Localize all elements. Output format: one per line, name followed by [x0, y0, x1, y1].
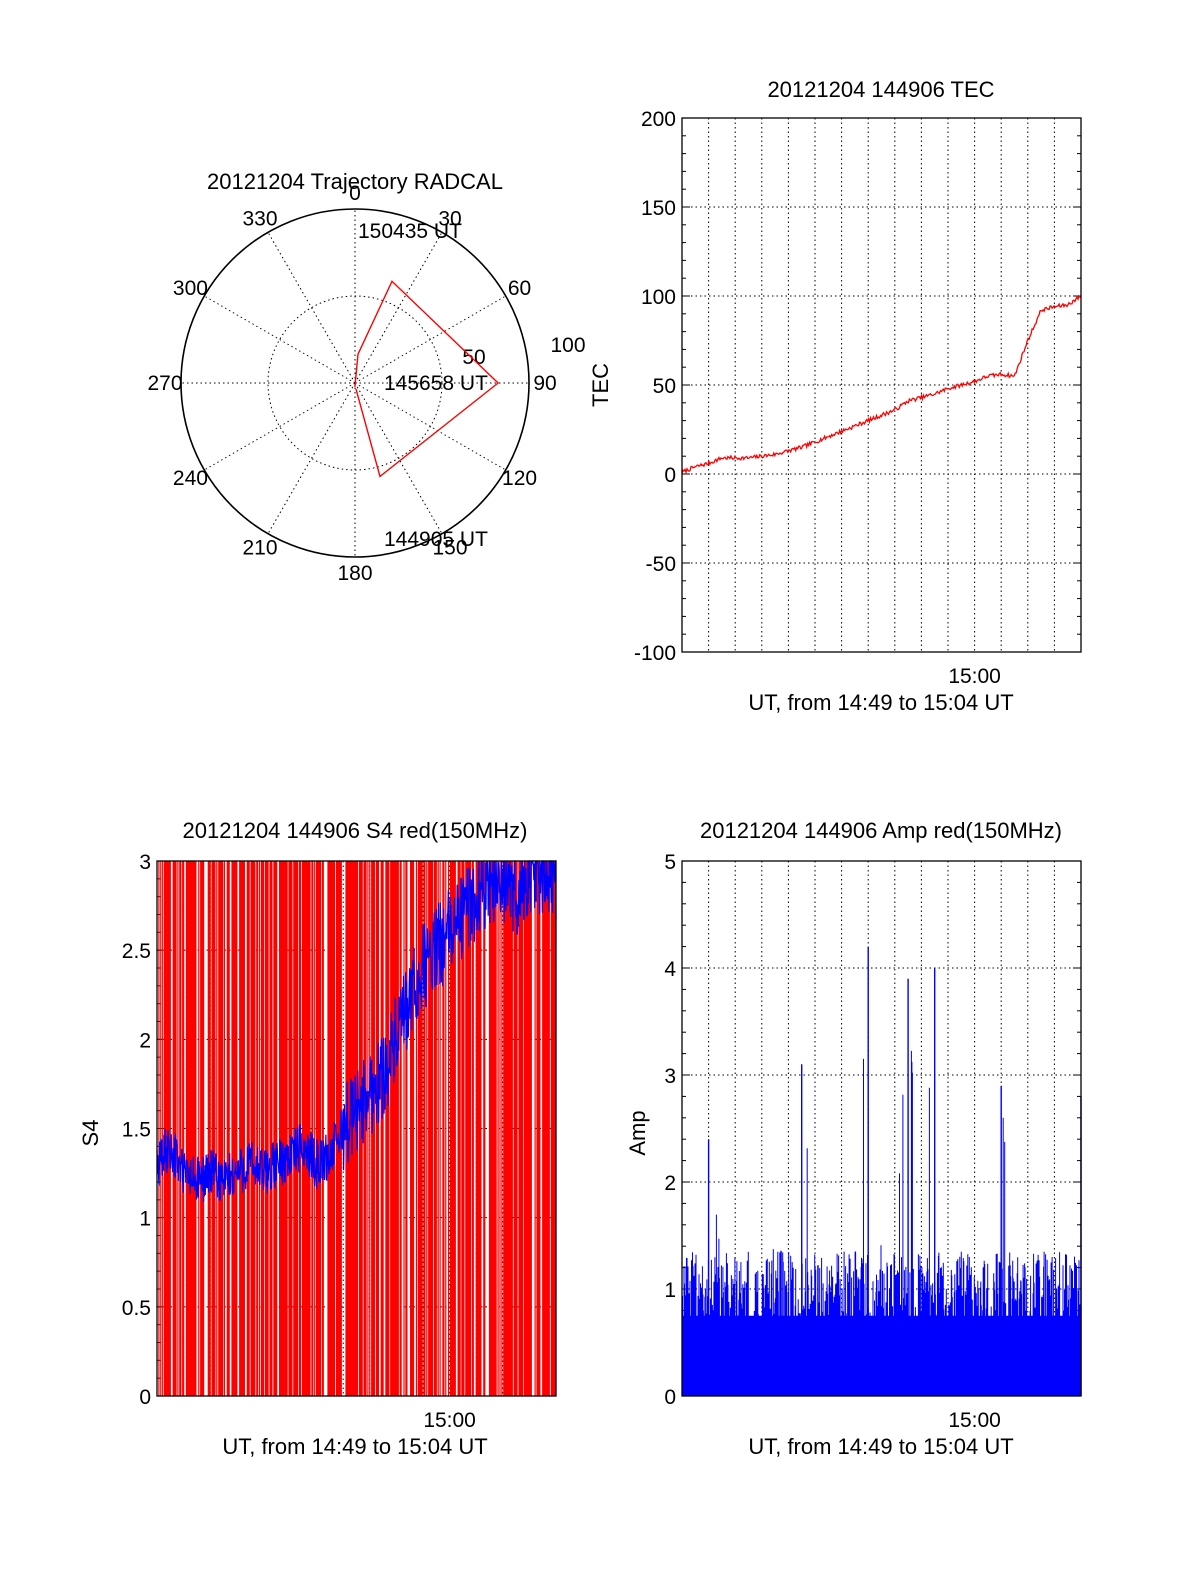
s4-ytick-label: 0.5: [122, 1297, 151, 1320]
polar-azimuth-label: 90: [533, 372, 556, 395]
tec-ytick-label: 150: [641, 197, 676, 220]
s4-chart: 20121204 144906 S4 red(150MHz) S4 UT, fr…: [78, 818, 557, 1459]
amp-xlabel: UT, from 14:49 to 15:04 UT: [748, 1434, 1013, 1459]
tec-ylabel: TEC: [588, 363, 613, 407]
polar-spoke: [204, 295, 356, 384]
amp-frame: [681, 860, 1082, 1397]
polar-radius-label-50: 50: [462, 346, 485, 369]
polar-azimuth-label: 300: [173, 277, 208, 300]
tec-ytick-label: -100: [634, 642, 676, 665]
tec-xtick-label: 15:00: [948, 665, 1001, 688]
tec-ytick-label: 100: [641, 286, 676, 309]
polar-annotation-end: 150435 UT: [358, 220, 462, 243]
amp-ytick-label: 5: [664, 851, 676, 874]
amp-xtick-label: 15:00: [948, 1409, 1001, 1432]
polar-annotation-mid: 145658 UT: [384, 372, 488, 395]
polar-spoke: [354, 382, 506, 471]
s4-ytick-label: 3: [139, 851, 151, 874]
polar-spoke: [354, 232, 443, 384]
polar-azimuth-label: 180: [337, 562, 372, 585]
amp-title: 20121204 144906 Amp red(150MHz): [700, 818, 1062, 843]
polar-trajectory-line: [354, 280, 500, 478]
s4-title: 20121204 144906 S4 red(150MHz): [183, 818, 528, 843]
s4-xlabel: UT, from 14:49 to 15:04 UT: [222, 1434, 487, 1459]
s4-ytick-label: 0: [139, 1386, 151, 1409]
polar-azimuth-labels: 0 30 60 90 120 150 180 210 240 270 300 330: [147, 182, 556, 585]
polar-azimuth-label: 270: [147, 372, 182, 395]
s4-plot-area: 0 0.5 1 1.5 2 2.5 3 15:00: [122, 851, 557, 1432]
amp-ytick-label: 1: [664, 1279, 676, 1302]
tec-ytick-label: 50: [653, 375, 676, 398]
polar-trajectory-chart: 20121204 Trajectory RADCAL 0 30 60 90 120 150…: [147, 169, 585, 585]
amp-ytick-label: 4: [664, 958, 676, 981]
s4-ylabel: S4: [78, 1120, 103, 1147]
amp-ytick-label: 0: [664, 1386, 676, 1409]
polar-azimuth-label: 120: [502, 467, 537, 490]
polar-azimuth-label: 0: [349, 182, 361, 205]
amp-plot-area: 0 1 2 3 4 5 15:00: [664, 851, 1082, 1432]
tec-title: 20121204 144906 TEC: [767, 77, 994, 102]
polar-trajectory-series: [354, 280, 500, 478]
polar-spoke: [354, 382, 443, 534]
tec-xlabel: UT, from 14:49 to 15:04 UT: [748, 690, 1013, 715]
amp-ylabel: Amp: [625, 1110, 650, 1155]
polar-spoke: [267, 382, 356, 534]
s4-ytick-label: 1.5: [122, 1119, 151, 1142]
polar-spoke: [267, 232, 356, 384]
tec-ytick-label: 200: [641, 108, 676, 131]
polar-azimuth-label: 150: [432, 537, 467, 560]
s4-ytick-label: 1: [139, 1208, 151, 1231]
polar-grid: [180, 208, 530, 558]
polar-azimuth-label: 60: [508, 277, 531, 300]
polar-title: 20121204 Trajectory RADCAL: [207, 169, 503, 194]
amp-ytick-label: 3: [664, 1065, 676, 1088]
amp-series-spikes: [681, 1050, 1081, 1396]
s4-xtick-label: 15:00: [423, 1409, 476, 1432]
tec-frame: [681, 117, 1082, 653]
polar-azimuth-label: 30: [438, 207, 461, 230]
s4-ytick-label: 2.5: [122, 940, 151, 963]
polar-azimuth-label: 240: [173, 467, 208, 490]
tec-ytick-label: 0: [664, 464, 676, 487]
tec-ytick-label: -50: [646, 553, 676, 576]
polar-outer-circle: [180, 208, 530, 558]
polar-spoke: [354, 295, 506, 384]
s4-ytick-label: 2: [139, 1029, 151, 1052]
polar-azimuth-label: 330: [242, 207, 277, 230]
tec-chart: 20121204 144906 TEC TEC UT, from 14:49 t…: [588, 77, 1082, 715]
amp-chart: 20121204 144906 Amp red(150MHz) Amp UT, …: [625, 818, 1082, 1459]
polar-spoke: [204, 382, 356, 471]
polar-annotation-start: 144905 UT: [384, 528, 488, 551]
tec-series-line: [681, 294, 1082, 475]
tec-plot-area: -100 -50 0 50 100 150 200 15:00: [634, 108, 1082, 688]
s4-frame: [156, 860, 557, 1397]
polar-radius-label-100: 100: [550, 334, 585, 357]
polar-azimuth-label: 210: [242, 537, 277, 560]
amp-ytick-label: 2: [664, 1172, 676, 1195]
